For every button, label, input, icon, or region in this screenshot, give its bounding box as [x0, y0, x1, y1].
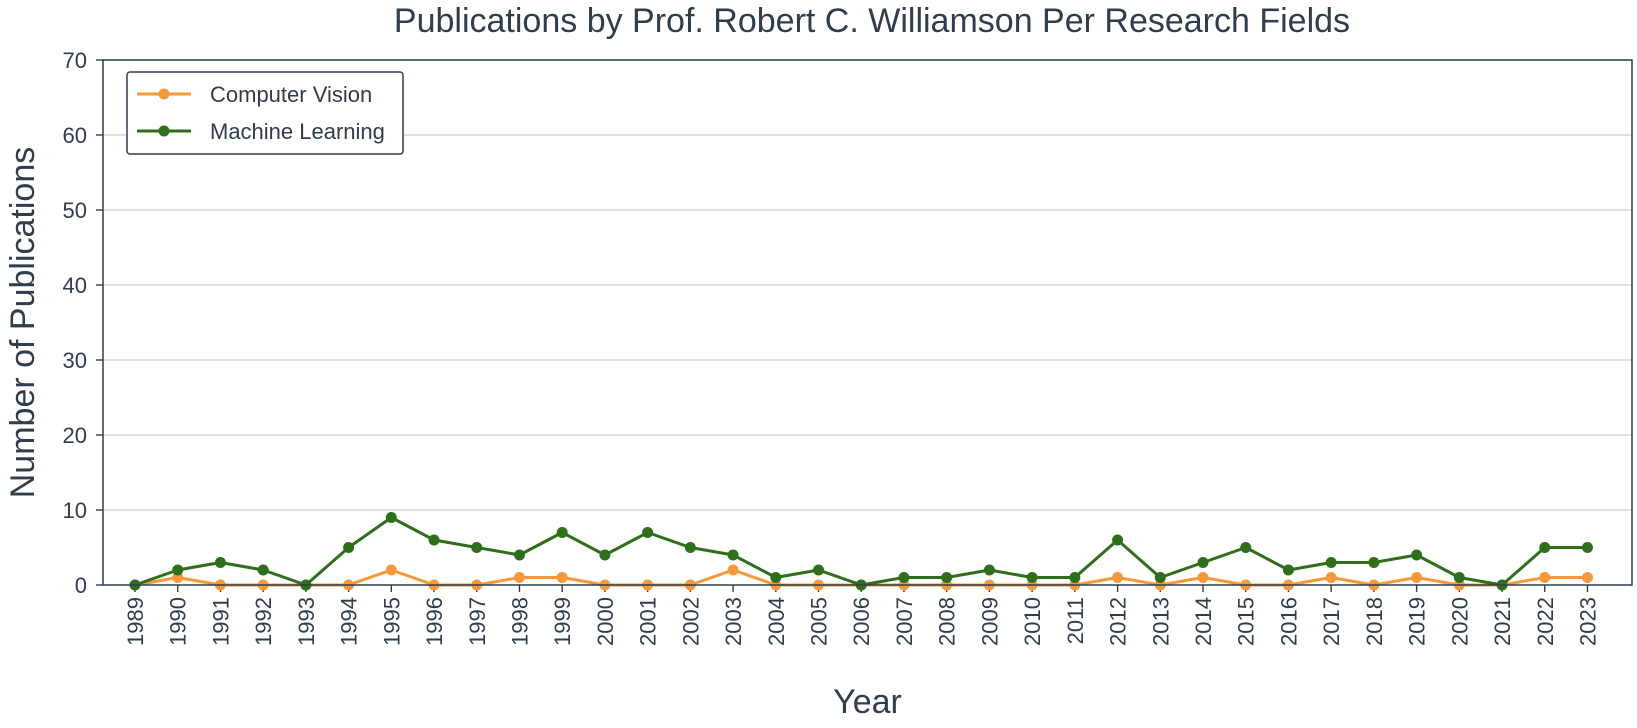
x-tick-label: 2002	[678, 597, 703, 646]
machine-learning-point	[1368, 557, 1380, 568]
legend-marker-machine-learning	[158, 125, 170, 137]
y-tick-label: 60	[63, 123, 87, 148]
machine-learning-point	[513, 549, 525, 561]
x-tick-label: 1995	[379, 597, 404, 646]
computer-vision-point	[1539, 572, 1551, 583]
x-tick-label: 2003	[721, 597, 746, 646]
machine-learning-point	[1282, 564, 1294, 576]
machine-learning-point	[813, 564, 825, 576]
machine-learning-point	[428, 534, 440, 546]
computer-vision-point	[1325, 572, 1337, 583]
machine-learning-point	[1112, 534, 1124, 546]
x-tick-label: 2019	[1405, 597, 1430, 646]
y-tick-label: 30	[63, 348, 87, 373]
x-tick-label: 2010	[1020, 597, 1045, 646]
x-tick-label: 1996	[422, 597, 447, 646]
x-tick-label: 2013	[1148, 597, 1173, 646]
machine-learning-point	[1453, 572, 1465, 583]
x-tick-label: 2006	[849, 597, 874, 646]
x-tick-label: 2007	[892, 597, 917, 646]
machine-learning-point	[1154, 572, 1166, 583]
y-tick-label: 70	[63, 48, 87, 73]
x-tick-label: 1990	[166, 597, 191, 646]
computer-vision-point	[556, 572, 568, 583]
x-tick-label: 2022	[1533, 597, 1558, 646]
machine-learning-point	[1026, 572, 1038, 583]
machine-learning-point	[1069, 572, 1081, 583]
machine-learning-point	[471, 542, 483, 553]
x-tick-label: 1992	[251, 597, 276, 646]
computer-vision-point	[385, 564, 397, 576]
machine-learning-point	[983, 564, 995, 576]
machine-learning-point	[599, 549, 611, 561]
x-tick-label: 2017	[1319, 597, 1344, 646]
x-tick-label: 1994	[337, 597, 362, 646]
x-tick-label: 2009	[977, 597, 1002, 646]
computer-vision-point	[727, 564, 739, 576]
machine-learning-point	[1325, 557, 1337, 568]
machine-learning-point	[770, 572, 782, 583]
y-tick-label: 20	[63, 423, 87, 448]
machine-learning-point	[898, 572, 910, 583]
legend-box	[126, 71, 404, 155]
machine-learning-point	[642, 527, 654, 538]
machine-learning-point	[172, 564, 184, 576]
machine-learning-point	[385, 512, 397, 523]
x-tick-label: 1993	[294, 597, 319, 646]
machine-learning-point	[257, 564, 269, 576]
y-tick-label: 50	[63, 198, 87, 223]
machine-learning-point	[727, 549, 739, 561]
x-tick-label: 2014	[1191, 597, 1216, 646]
x-tick-label: 2004	[764, 597, 789, 646]
plot-frame	[102, 59, 1633, 586]
machine-learning-point	[214, 557, 226, 568]
x-tick-label: 2008	[935, 597, 960, 646]
chart-title: Publications by Prof. Robert C. Williams…	[394, 2, 1350, 40]
machine-learning-point	[343, 542, 355, 553]
y-axis-ticks: 0 10 20 30 40 50 60 70	[63, 48, 103, 598]
computer-vision-point	[513, 572, 525, 583]
y-axis-title: Number of Publications	[4, 147, 42, 499]
legend-marker-computer-vision	[158, 88, 170, 100]
x-tick-label: 2021	[1490, 597, 1515, 646]
computer-vision-point	[1197, 572, 1209, 583]
x-tick-label: 1997	[465, 597, 490, 646]
x-tick-label: 2012	[1106, 597, 1131, 646]
x-tick-label: 2016	[1276, 597, 1301, 646]
legend: Computer Vision Machine Learning	[126, 71, 404, 155]
x-tick-label: 1998	[507, 597, 532, 646]
machine-learning-point	[1197, 557, 1209, 568]
x-tick-label: 1989	[123, 597, 148, 646]
machine-learning-point	[941, 572, 953, 583]
machine-learning-point	[1240, 542, 1252, 553]
x-tick-label: 2001	[636, 597, 661, 646]
machine-learning-line	[134, 516, 1588, 587]
y-tick-label: 10	[63, 498, 87, 523]
x-tick-label: 1991	[208, 597, 233, 646]
x-tick-label: 2018	[1362, 597, 1387, 646]
x-axis-ticks: 1989 1990 1991 1992 1993 1994 1995 1996 1997 1998…	[123, 585, 1600, 646]
x-tick-label: 2023	[1575, 597, 1600, 646]
x-tick-label: 2005	[807, 597, 832, 646]
computer-vision-point	[1112, 572, 1124, 583]
series-lines	[129, 512, 1593, 591]
y-tick-label: 40	[63, 273, 87, 298]
x-tick-label: 1999	[550, 597, 575, 646]
computer-vision-point	[1411, 572, 1423, 583]
x-tick-label: 2020	[1447, 597, 1472, 646]
machine-learning-point	[1539, 542, 1551, 553]
machine-learning-point	[1581, 542, 1593, 553]
x-tick-label: 2000	[593, 597, 618, 646]
legend-label-computer-vision: Computer Vision	[210, 82, 372, 107]
machine-learning-point	[684, 542, 696, 553]
computer-vision-point	[1581, 572, 1593, 583]
x-tick-label: 2015	[1234, 597, 1259, 646]
machine-learning-point	[556, 527, 568, 538]
x-axis-title: Year	[833, 683, 902, 721]
y-tick-label: 0	[75, 573, 87, 598]
machine-learning-point	[1411, 549, 1423, 561]
legend-label-machine-learning: Machine Learning	[210, 119, 385, 144]
x-tick-label: 2011	[1063, 597, 1088, 644]
